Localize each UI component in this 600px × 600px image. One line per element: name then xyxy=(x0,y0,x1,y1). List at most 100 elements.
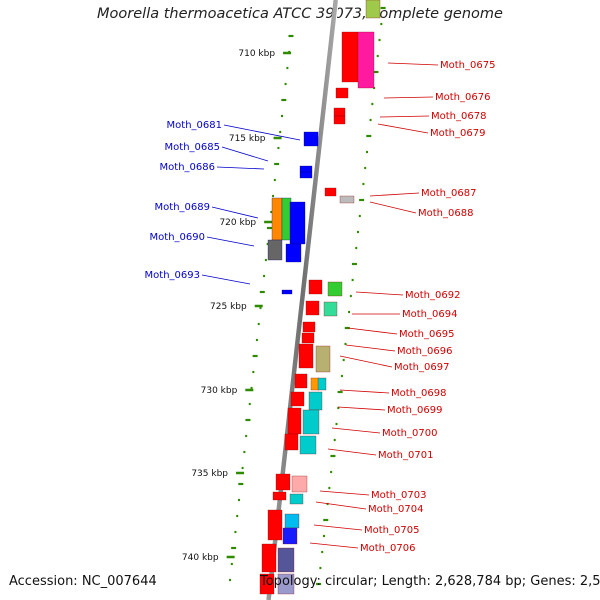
gene-block xyxy=(299,435,317,455)
gene-label[interactable]: Moth_0689 xyxy=(155,202,210,213)
label-leader-line xyxy=(201,274,251,285)
gene-block xyxy=(284,513,300,529)
scale-tick-label: 735 kbp xyxy=(191,469,228,479)
gene-block xyxy=(303,131,319,147)
gene-label[interactable]: Moth_0686 xyxy=(160,162,215,173)
scale-tick-label: 730 kbp xyxy=(201,386,238,396)
gene-block xyxy=(290,391,305,407)
gene-label[interactable]: Moth_0678 xyxy=(431,111,486,122)
gene-block xyxy=(317,377,327,391)
gene-label[interactable]: Moth_0701 xyxy=(378,450,433,461)
gene-label[interactable]: Moth_0679 xyxy=(430,128,485,139)
gene-block xyxy=(327,281,343,297)
gene-block xyxy=(310,377,320,391)
label-leader-line xyxy=(355,291,404,296)
label-leader-line xyxy=(313,524,363,531)
gene-block xyxy=(305,300,320,316)
gene-block xyxy=(277,547,295,573)
gene-label[interactable]: Moth_0688 xyxy=(418,208,473,219)
gene-label[interactable]: Moth_0676 xyxy=(435,92,490,103)
label-leader-line xyxy=(369,192,420,197)
gene-block xyxy=(324,187,337,197)
scale-ticks: 710 kbp 715 kbp 720 kbp 725 kbp 730 kbp 735 k… xyxy=(182,49,292,563)
label-leader-line xyxy=(223,124,301,141)
gene-label[interactable]: Moth_0681 xyxy=(167,120,222,131)
gene-label[interactable]: Moth_0693 xyxy=(145,270,200,281)
label-leader-line xyxy=(339,355,393,368)
gene-block xyxy=(291,475,308,493)
gene-features xyxy=(259,0,381,595)
label-leader-line xyxy=(216,166,265,170)
gene-label[interactable]: Moth_0675 xyxy=(440,60,495,71)
scale-tick-label: 715 kbp xyxy=(229,134,266,144)
gene-block xyxy=(285,243,302,263)
gene-label[interactable]: Moth_0687 xyxy=(421,188,476,199)
label-leader-line xyxy=(387,62,439,66)
gene-block xyxy=(341,31,359,83)
label-leader-line xyxy=(337,406,386,411)
gc-content-track xyxy=(229,6,386,586)
label-leader-line xyxy=(347,327,398,335)
gene-label[interactable]: Moth_0685 xyxy=(165,142,220,153)
label-leader-line xyxy=(369,201,417,214)
gene-block xyxy=(357,31,375,89)
gene-label[interactable]: Moth_0692 xyxy=(405,290,460,301)
gene-block xyxy=(272,491,287,501)
gene-block xyxy=(282,527,298,545)
scale-tick-label: 720 kbp xyxy=(219,218,256,228)
gene-block xyxy=(281,289,293,295)
gene-block xyxy=(339,195,355,204)
scale-tick-label: 725 kbp xyxy=(210,302,247,312)
gene-label[interactable]: Moth_0696 xyxy=(397,346,452,357)
gene-label[interactable]: Moth_0700 xyxy=(382,428,437,439)
gene-labels: Moth_0675 Moth_0676 Moth_0678 Moth_0679 Moth… xyxy=(145,60,496,554)
label-leader-line xyxy=(319,490,370,496)
gene-block xyxy=(299,165,313,173)
gene-block xyxy=(333,107,346,117)
gene-block xyxy=(308,279,323,295)
scale-tick-label: 740 kbp xyxy=(182,553,219,563)
label-leader-line xyxy=(379,115,430,118)
gene-label[interactable]: Moth_0690 xyxy=(150,232,205,243)
gene-block xyxy=(267,509,283,541)
label-leader-line xyxy=(383,96,434,99)
gene-label[interactable]: Moth_0705 xyxy=(364,525,419,536)
label-leader-line xyxy=(309,542,359,549)
gene-block xyxy=(281,197,292,241)
gene-block xyxy=(275,473,291,491)
gene-label[interactable]: Moth_0703 xyxy=(371,490,426,501)
label-leader-line xyxy=(221,146,269,162)
label-leader-line xyxy=(206,236,255,247)
gene-label[interactable]: Moth_0706 xyxy=(360,543,415,554)
label-leader-line xyxy=(331,427,381,434)
gene-block xyxy=(289,201,306,245)
gene-label[interactable]: Moth_0695 xyxy=(399,329,454,340)
accession-text: Accession: NC_007644 xyxy=(9,574,157,589)
gene-label[interactable]: Moth_0699 xyxy=(387,405,442,416)
gene-block xyxy=(294,373,308,389)
genome-summary-text: Topology: circular; Length: 2,628,784 bp… xyxy=(260,574,600,589)
gene-block xyxy=(302,321,316,333)
gene-block xyxy=(287,407,302,435)
scale-tick-label: 710 kbp xyxy=(238,49,275,59)
gene-block xyxy=(299,171,313,179)
gene-block xyxy=(259,573,275,595)
gene-label[interactable]: Moth_0704 xyxy=(368,504,423,515)
label-leader-line xyxy=(211,206,259,219)
gene-block xyxy=(284,433,299,451)
genome-title: Moorella thermoacetica ATCC 39073, compl… xyxy=(97,6,503,22)
gene-block xyxy=(302,409,320,435)
gene-block xyxy=(267,239,283,261)
label-leader-line xyxy=(377,123,429,134)
gene-block xyxy=(308,391,323,411)
gene-label[interactable]: Moth_0694 xyxy=(402,309,457,320)
gene-label[interactable]: Moth_0698 xyxy=(391,388,446,399)
gene-block xyxy=(261,543,277,573)
gene-block xyxy=(298,343,314,369)
label-leader-line xyxy=(327,448,377,456)
gene-label[interactable]: Moth_0697 xyxy=(394,362,449,373)
gene-block xyxy=(335,87,349,99)
gene-block xyxy=(277,573,295,595)
